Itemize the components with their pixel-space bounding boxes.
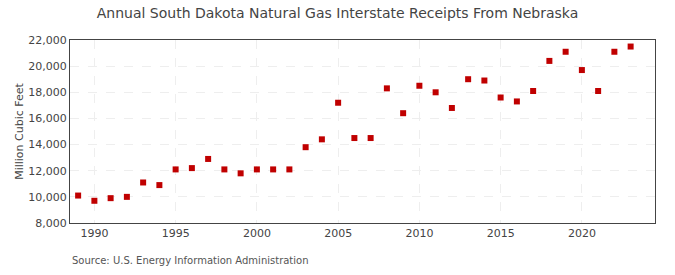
svg-text:22,000: 22,000 bbox=[28, 34, 67, 47]
svg-text:2015: 2015 bbox=[487, 227, 515, 240]
svg-text:Source: U.S. Energy Informatio: Source: U.S. Energy Information Administ… bbox=[72, 255, 309, 266]
svg-text:1990: 1990 bbox=[80, 227, 108, 240]
svg-text:2000: 2000 bbox=[243, 227, 271, 240]
svg-text:18,000: 18,000 bbox=[28, 86, 67, 99]
svg-text:2010: 2010 bbox=[405, 227, 433, 240]
svg-text:14,000: 14,000 bbox=[28, 138, 67, 151]
svg-text:12,000: 12,000 bbox=[28, 165, 67, 178]
svg-text:2020: 2020 bbox=[568, 227, 596, 240]
svg-text:10,000: 10,000 bbox=[28, 191, 67, 204]
svg-text:20,000: 20,000 bbox=[28, 60, 67, 73]
svg-text:Annual South Dakota Natural Ga: Annual South Dakota Natural Gas Intersta… bbox=[97, 5, 579, 21]
svg-text:2005: 2005 bbox=[324, 227, 352, 240]
svg-text:8,000: 8,000 bbox=[35, 217, 67, 230]
svg-text:Million Cubic Feet: Million Cubic Feet bbox=[13, 82, 26, 179]
svg-text:1995: 1995 bbox=[162, 227, 190, 240]
svg-text:16,000: 16,000 bbox=[28, 112, 67, 125]
